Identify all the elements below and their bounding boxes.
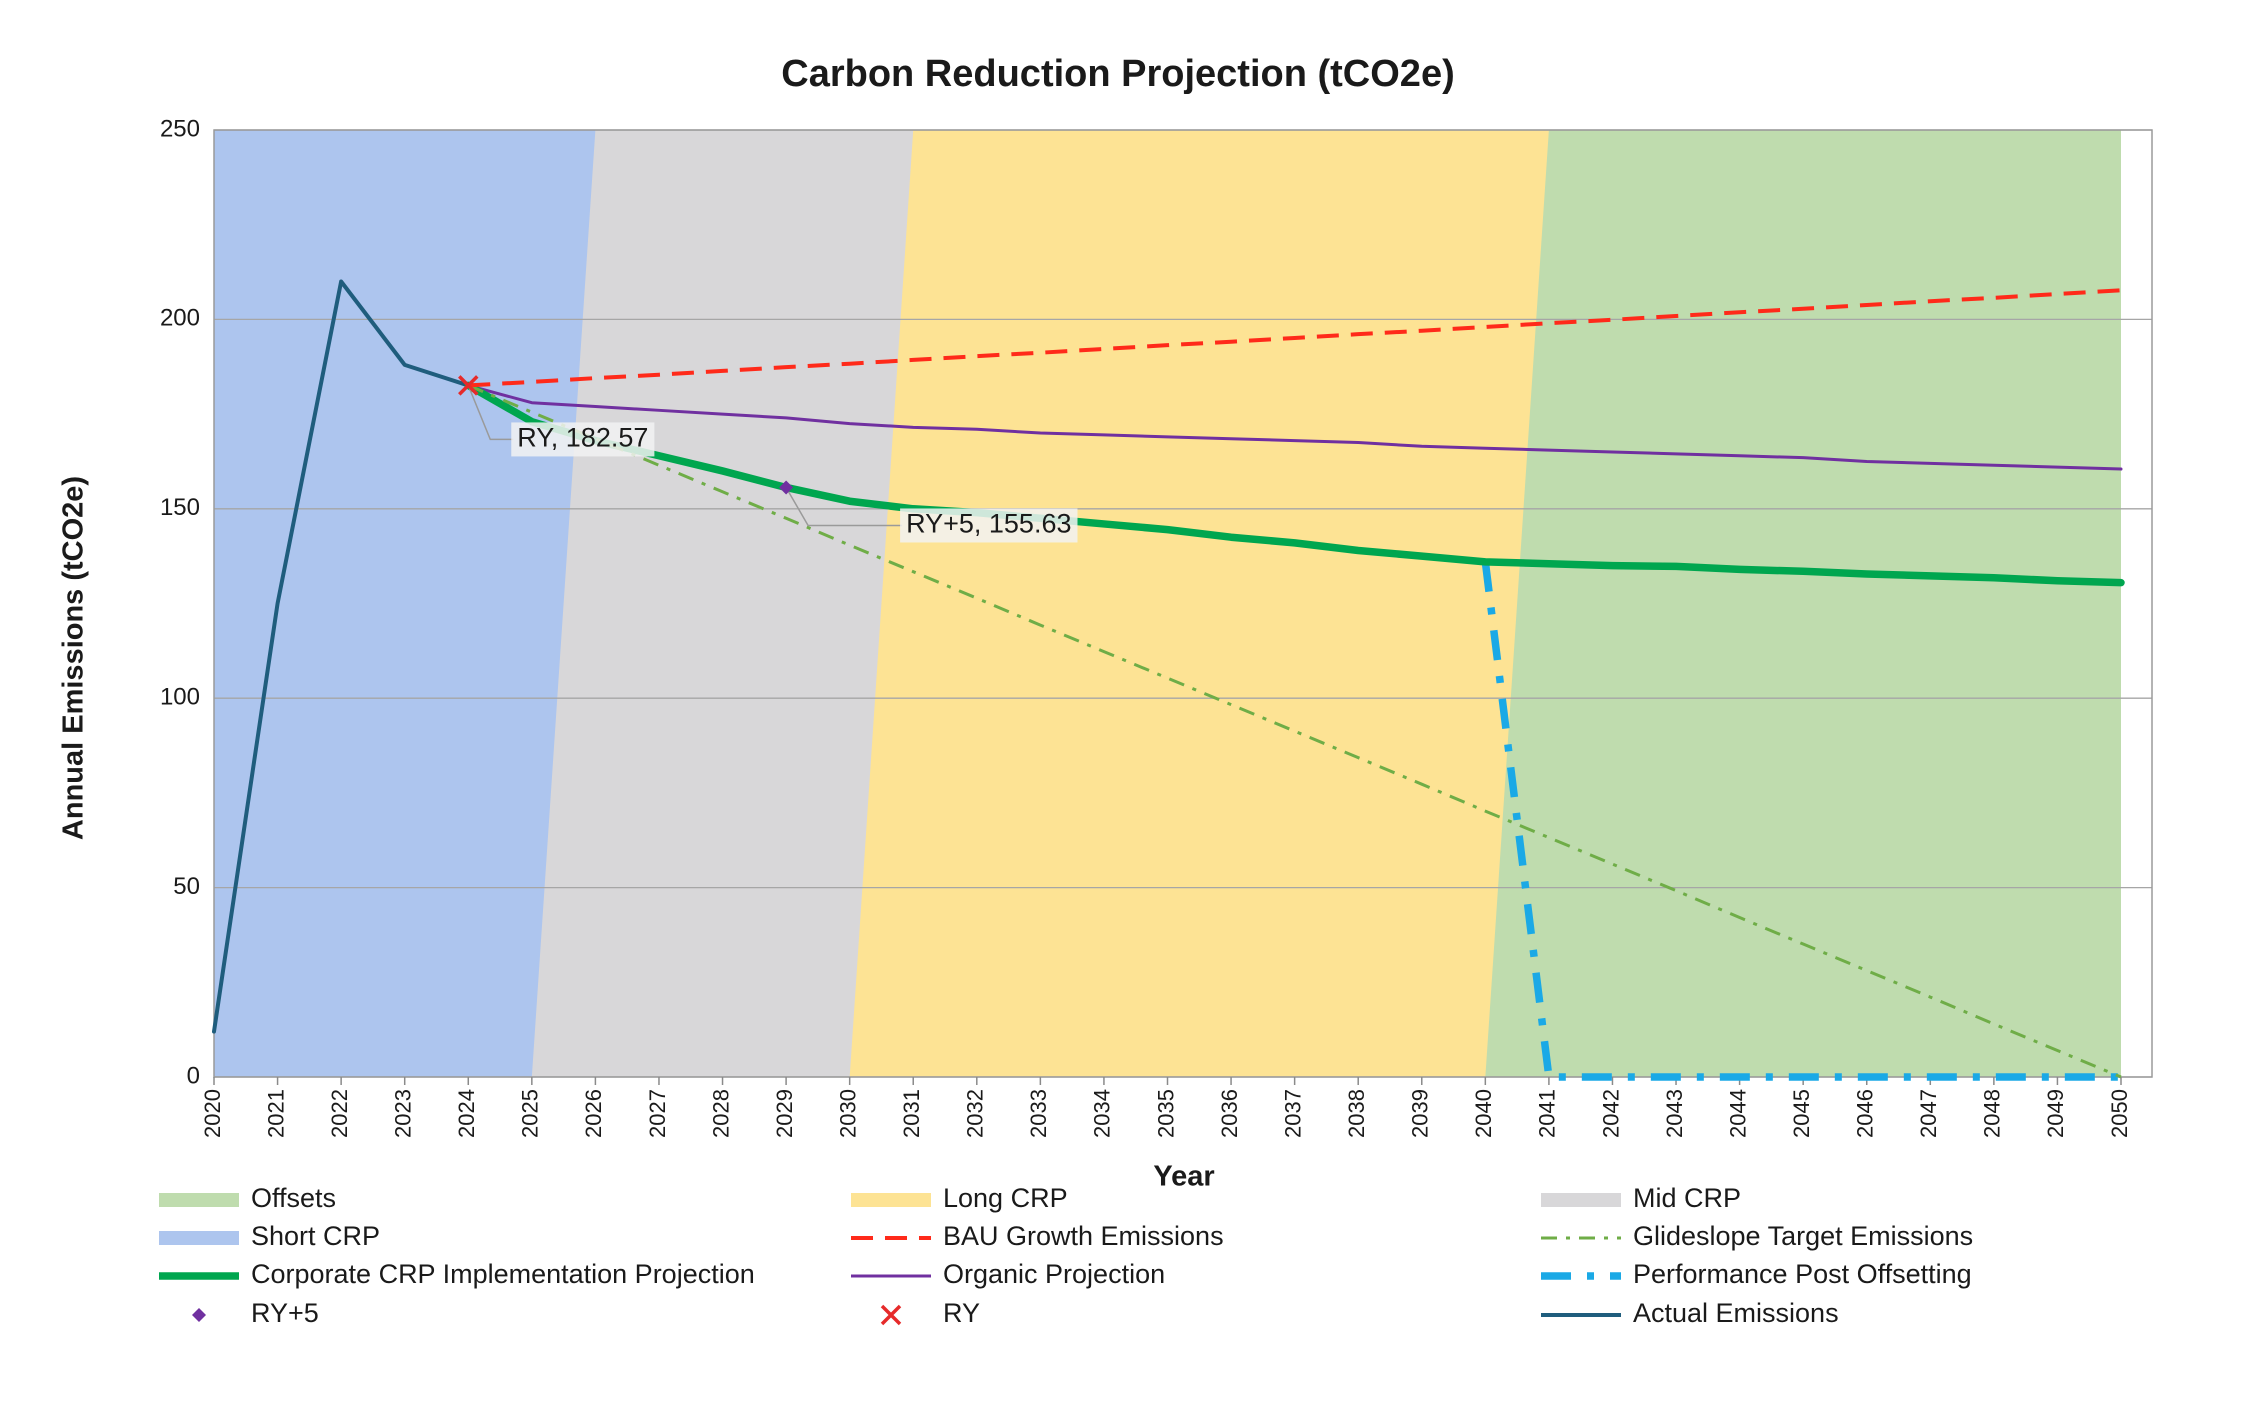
legend-label: Long CRP xyxy=(943,1183,1068,1213)
y-tick-label: 50 xyxy=(173,873,200,900)
chart-title: Carbon Reduction Projection (tCO2e) xyxy=(781,53,1454,95)
legend-label: Mid CRP xyxy=(1633,1183,1741,1213)
x-tick-label: 2037 xyxy=(1280,1089,1305,1138)
legend-label: Corporate CRP Implementation Projection xyxy=(251,1259,755,1289)
legend-item: BAU Growth Emissions xyxy=(851,1221,1224,1251)
line-series xyxy=(466,383,2123,471)
x-tick-label: 2021 xyxy=(263,1089,288,1138)
legend-item: Short CRP xyxy=(159,1221,380,1251)
x-tick-label: 2022 xyxy=(327,1089,352,1138)
plot-frame xyxy=(213,129,2153,1078)
legend-item: RY xyxy=(880,1298,980,1328)
y-tick-label: 200 xyxy=(160,305,200,332)
x-tick-label: 2046 xyxy=(1853,1089,1878,1138)
x-tick-label: 2036 xyxy=(1217,1089,1242,1138)
x-tick-label: 2027 xyxy=(645,1089,670,1138)
label-bg xyxy=(511,422,655,457)
x-tick-label: 2034 xyxy=(1090,1089,1115,1138)
x-tick-label: 2032 xyxy=(963,1089,988,1138)
data-label: RY+5, 155.63 xyxy=(906,509,1071,539)
x-tick-label: 2042 xyxy=(1598,1089,1623,1138)
x-tick-label: 2026 xyxy=(581,1089,606,1138)
legend-item: Performance Post Offsetting xyxy=(1541,1259,1972,1289)
label-bg xyxy=(900,508,1078,543)
x-tick-label: 2029 xyxy=(772,1089,797,1138)
x-tick-label: 2044 xyxy=(1725,1089,1750,1138)
x-tick-label: 2033 xyxy=(1026,1089,1051,1138)
x-tick-label: 2035 xyxy=(1153,1089,1178,1138)
y-tick-label: 100 xyxy=(160,684,200,711)
x-tick-label: 2047 xyxy=(1916,1089,1941,1138)
legend-label: Glideslope Target Emissions xyxy=(1633,1221,1973,1251)
x-tick-label: 2049 xyxy=(2043,1089,2068,1138)
x-axis-title: Year xyxy=(1153,1161,1214,1193)
line-series xyxy=(1481,561,2121,1081)
y-tick-label: 250 xyxy=(160,115,200,142)
legend-label: RY+5 xyxy=(251,1298,319,1328)
label-leader xyxy=(785,487,903,527)
line-series xyxy=(467,384,2122,1079)
marker-diamond xyxy=(192,1308,206,1322)
legend-swatch xyxy=(1541,1193,1621,1207)
legend-swatch xyxy=(159,1193,239,1207)
x-tick-label: 2045 xyxy=(1789,1089,1814,1138)
marker-x xyxy=(458,375,479,396)
area-band xyxy=(214,130,2121,1077)
legend-item: Long CRP xyxy=(851,1183,1068,1213)
x-tick-label: 2041 xyxy=(1535,1089,1560,1138)
line-series xyxy=(464,381,2125,587)
x-tick-label: 2031 xyxy=(899,1089,924,1138)
x-tick-label: 2038 xyxy=(1344,1089,1369,1138)
legend-item: Organic Projection xyxy=(851,1259,1165,1289)
y-axis-title: Annual Emissions (tCO2e) xyxy=(58,476,90,840)
legend-swatch xyxy=(159,1231,239,1245)
legend-label: Short CRP xyxy=(251,1221,380,1251)
y-tick-label: 150 xyxy=(160,494,200,521)
x-tick-label: 2025 xyxy=(518,1089,543,1138)
x-tick-label: 2050 xyxy=(2107,1089,2132,1138)
legend-item: Glideslope Target Emissions xyxy=(1541,1221,1973,1251)
area-band xyxy=(214,130,2121,1077)
legend-item: RY+5 xyxy=(192,1298,319,1328)
legend-label: Actual Emissions xyxy=(1633,1298,1839,1328)
area-band xyxy=(214,130,2121,1077)
x-tick-label: 2030 xyxy=(835,1089,860,1138)
x-tick-label: 2020 xyxy=(200,1089,225,1138)
legend-label: Organic Projection xyxy=(943,1259,1165,1289)
x-tick-label: 2048 xyxy=(1980,1089,2005,1138)
legend-label: BAU Growth Emissions xyxy=(943,1221,1224,1251)
legend-swatch xyxy=(851,1193,931,1207)
x-tick-label: 2023 xyxy=(391,1089,416,1138)
x-tick-label: 2024 xyxy=(454,1089,479,1138)
legend-item: Mid CRP xyxy=(1541,1183,1741,1213)
line-series xyxy=(212,279,471,1034)
legend-item: Corporate CRP Implementation Projection xyxy=(159,1259,755,1289)
legend-label: Offsets xyxy=(251,1183,336,1213)
legend-label: RY xyxy=(943,1298,980,1328)
marker-x xyxy=(880,1304,902,1326)
legend-label: Performance Post Offsetting xyxy=(1633,1259,1972,1289)
x-tick-label: 2039 xyxy=(1408,1089,1433,1138)
legend: Offsets Long CRP Mid CRP Short CRP BAU Growt… xyxy=(159,1183,1973,1328)
label-leader xyxy=(467,385,514,441)
x-tick-label: 2043 xyxy=(1662,1089,1687,1138)
y-tick-label: 0 xyxy=(187,1062,200,1089)
legend-item: Offsets xyxy=(159,1183,336,1213)
marker-diamond xyxy=(779,480,794,495)
line-series xyxy=(468,288,2122,388)
data-label: RY, 182.57 xyxy=(517,423,648,453)
legend-item: Actual Emissions xyxy=(1541,1298,1839,1328)
x-tick-label: 2028 xyxy=(708,1089,733,1138)
x-tick-label: 2040 xyxy=(1471,1089,1496,1138)
